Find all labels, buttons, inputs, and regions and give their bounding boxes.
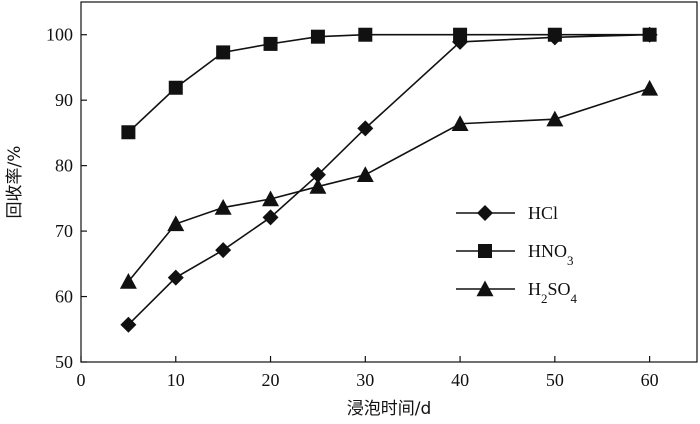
y-tick-label: 90: [55, 90, 73, 110]
data-point-hno3: [547, 27, 562, 42]
y-tick-label: 100: [46, 25, 73, 45]
legend-marker-h2so4: [476, 280, 494, 297]
y-axis-title: 回收率/%: [5, 146, 25, 219]
data-point-hno3: [453, 27, 468, 42]
x-tick-label: 20: [262, 370, 280, 390]
series-layer: [119, 26, 659, 333]
data-point-hcl: [262, 209, 279, 226]
data-point-hno3: [168, 80, 183, 95]
x-tick-label: 40: [451, 370, 469, 390]
x-tick-label: 0: [77, 370, 86, 390]
data-point-h2so4: [546, 110, 564, 127]
data-point-h2so4: [356, 166, 374, 183]
data-point-hno3: [121, 125, 136, 140]
x-tick-label: 60: [641, 370, 659, 390]
legend-marker-hcl: [477, 205, 493, 221]
y-tick-label: 60: [55, 287, 73, 307]
x-axis-title: 浸泡时间/d: [347, 399, 432, 419]
legend-label-h2so4: H2SO4: [528, 279, 578, 306]
x-tick-label: 10: [167, 370, 185, 390]
data-point-hcl: [120, 316, 137, 333]
y-tick-label: 50: [55, 352, 73, 372]
y-tick-label: 70: [55, 221, 73, 241]
data-point-h2so4: [641, 79, 659, 96]
series-line-hno3: [127, 33, 650, 133]
data-point-hno3: [358, 27, 373, 42]
data-point-h2so4: [214, 199, 232, 215]
series-line-hcl: [127, 33, 650, 326]
x-tick-label: 30: [356, 370, 374, 390]
data-point-hcl: [357, 120, 374, 137]
data-point-h2so4: [262, 190, 280, 207]
legend-label-hno3: HNO3: [528, 241, 574, 268]
series-hcl: [120, 26, 658, 333]
series-hno3: [121, 27, 657, 140]
data-point-hno3: [216, 45, 231, 60]
legend: HCl HNO3 H2SO4: [456, 203, 578, 306]
legend-label-hcl: HCl: [528, 203, 558, 223]
data-point-hcl: [309, 166, 326, 183]
data-point-hno3: [263, 36, 278, 51]
x-tick-label: 50: [546, 370, 564, 390]
data-point-hno3: [310, 29, 325, 44]
plot-frame: [80, 1, 698, 363]
y-tick-label: 80: [55, 156, 73, 176]
data-point-hcl: [215, 242, 232, 259]
data-point-h2so4: [309, 178, 327, 194]
data-point-hcl: [167, 269, 184, 286]
data-point-h2so4: [119, 272, 137, 289]
series-h2so4: [119, 79, 659, 289]
data-point-hno3: [642, 27, 657, 42]
axis-ticks: 0 10 20 30 40 50 60 50 60 70 80 90 100: [46, 25, 659, 390]
data-point-h2so4: [167, 215, 185, 232]
legend-marker-hno3: [478, 244, 492, 258]
data-point-h2so4: [451, 115, 469, 131]
